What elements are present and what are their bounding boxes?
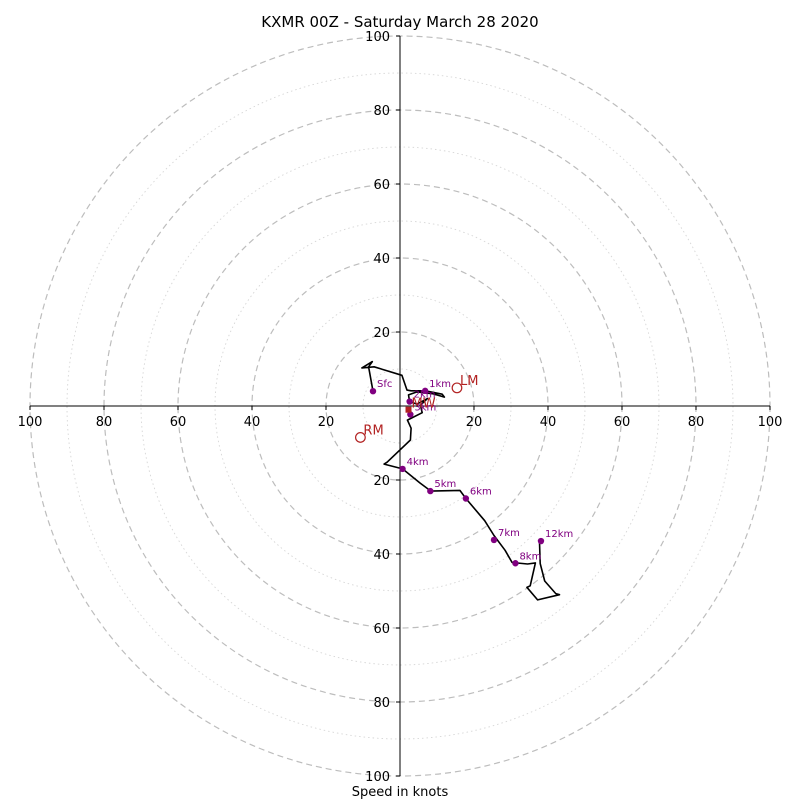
y-tick-label: 40: [373, 252, 390, 267]
height-marker-dot: [399, 465, 406, 473]
y-tick-label: 20: [373, 326, 390, 341]
storm-marker-label: LM: [460, 374, 478, 389]
height-marker-label: 2km: [414, 390, 436, 401]
height-marker-label: 4km: [407, 457, 429, 468]
axes: [30, 36, 770, 776]
height-marker-dot: [421, 387, 429, 395]
hodograph-line: [361, 360, 561, 601]
height-marker-dot: [427, 487, 434, 495]
storm-marker-label: RM: [363, 423, 383, 438]
height-marker-label: 8km: [519, 551, 541, 562]
x-tick-label: 40: [540, 415, 557, 430]
y-tick-label: 100: [365, 30, 390, 45]
height-marker-dot: [406, 398, 413, 405]
height-marker-label: 12km: [545, 529, 573, 540]
x-tick-label: 20: [318, 415, 335, 430]
height-marker-label: 1km: [429, 379, 451, 390]
mean-wind-marker: [405, 406, 412, 413]
chart-title: KXMR 00Z - Saturday March 28 2020: [261, 13, 538, 31]
x-axis-label: Speed in knots: [352, 785, 449, 800]
x-tick-label: 40: [244, 415, 261, 430]
x-tick-label: 80: [688, 415, 705, 430]
y-tick-label: 80: [373, 104, 390, 119]
y-tick-label: 60: [373, 622, 390, 637]
x-tick-label: 60: [170, 415, 187, 430]
mean-wind-label: MW: [412, 397, 436, 412]
height-marker-label: 6km: [470, 487, 492, 498]
storm-marker-circle: [451, 382, 463, 394]
tick-labels: 100 80 60 40 20 20 40 60 80 100 100 80 60 40 20 20 40 60 8…: [18, 30, 783, 785]
y-tick-label: 60: [373, 178, 390, 193]
height-marker-dot: [462, 495, 470, 502]
height-marker-dot: [512, 560, 519, 567]
height-marker-label: Sfc: [377, 379, 392, 390]
y-tick-label: 40: [373, 548, 390, 563]
x-tick-label: 20: [466, 415, 483, 430]
storm-marker-circle: [355, 432, 366, 443]
height-marker-label: 7km: [498, 528, 520, 539]
height-marker-dot: [407, 411, 414, 418]
x-tick-label: 100: [758, 415, 783, 430]
y-tick-label: 100: [365, 770, 390, 785]
x-tick-label: 60: [614, 415, 631, 430]
storm-motion-markers: LM RM MW: [355, 374, 478, 443]
x-tick-label: 80: [96, 415, 113, 430]
height-marker-dot: [537, 537, 545, 545]
hodograph-trace: [361, 360, 561, 601]
y-tick-label: 20: [373, 474, 390, 489]
height-marker-dot: [490, 536, 498, 544]
height-marker-label: 3km: [414, 403, 436, 414]
y-tick-label: 80: [373, 696, 390, 711]
x-tick-label: 100: [18, 415, 43, 430]
height-marker-dot: [369, 388, 377, 395]
height-marker-label: 5km: [434, 479, 456, 490]
